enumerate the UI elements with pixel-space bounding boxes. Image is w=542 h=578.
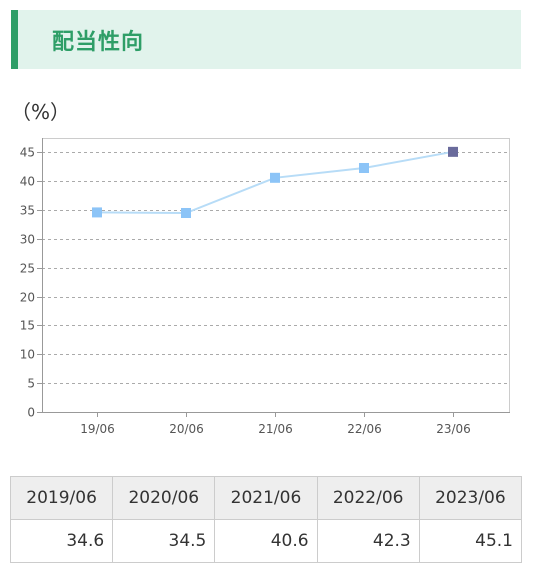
x-tick-label: 20/06 — [169, 422, 204, 436]
y-tick-label: 20 — [20, 291, 35, 305]
y-tick-label: 0 — [27, 406, 35, 420]
table-header-cell: 2019/06 — [9, 476, 114, 520]
data-point — [181, 207, 191, 218]
y-tick-label: 5 — [27, 377, 35, 391]
table-header-cell: 2021/06 — [214, 476, 318, 520]
section-title: 配当性向 — [52, 30, 145, 55]
x-tick-label: 21/06 — [258, 422, 293, 436]
y-tick-label: 15 — [20, 319, 35, 333]
y-tick-label: 25 — [20, 262, 35, 276]
x-tick-label: 22/06 — [347, 422, 382, 436]
table-header-cell: 2020/06 — [112, 476, 216, 520]
data-point — [270, 172, 280, 183]
x-tick-labels: 19/06 20/06 21/06 22/06 23/06 — [80, 422, 471, 436]
y-axis-unit-label: （%） — [11, 100, 71, 124]
data-point — [92, 207, 102, 218]
y-tick-label: 35 — [20, 204, 35, 218]
x-tick-label: 19/06 — [80, 422, 115, 436]
axes — [37, 138, 510, 417]
y-tick-label: 45 — [20, 146, 35, 160]
y-tick-label: 30 — [20, 233, 35, 247]
table-cell: 34.6 — [9, 519, 114, 563]
table-header-cell: 2023/06 — [418, 476, 523, 520]
series-markers — [92, 146, 458, 218]
y-tick-label: 10 — [20, 348, 35, 362]
data-table: 2019/06 2020/06 2021/06 2022/06 2023/06 … — [9, 476, 523, 563]
y-tick-label: 40 — [20, 175, 35, 189]
section-header: 配当性向 — [11, 10, 521, 69]
table-row: 34.6 34.5 40.6 42.3 45.1 — [9, 519, 523, 563]
payout-ratio-line-chart: 0 5 10 15 20 25 30 35 40 45 19/06 20/06 21/06 22/06 2… — [20, 138, 510, 436]
table-header-cell: 2022/06 — [316, 476, 420, 520]
data-point — [448, 146, 458, 157]
table-header-row: 2019/06 2020/06 2021/06 2022/06 2023/06 — [9, 476, 523, 520]
grid-lines — [42, 152, 510, 384]
table-cell: 34.5 — [112, 519, 216, 563]
table-cell: 40.6 — [214, 519, 318, 563]
table-cell: 42.3 — [316, 519, 420, 563]
table-cell: 45.1 — [418, 519, 523, 563]
y-tick-labels: 0 5 10 15 20 25 30 35 40 45 — [20, 146, 35, 420]
data-point — [359, 162, 369, 173]
x-tick-label: 23/06 — [436, 422, 471, 436]
